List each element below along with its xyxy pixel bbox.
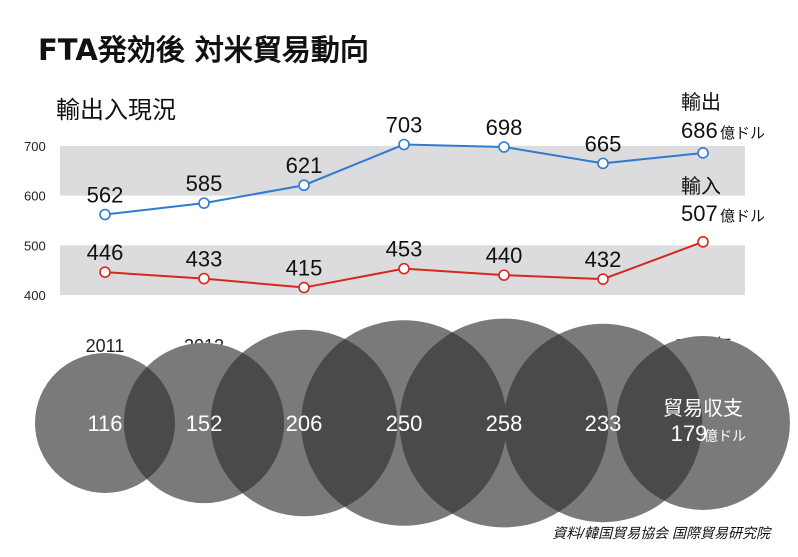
data-label: 440 [486, 243, 523, 268]
balance-label: 250 [386, 411, 423, 436]
balance-last-title: 貿易収支 [663, 397, 743, 420]
source-note: 資料/韓国貿易協会 国際貿易研究院 [552, 525, 772, 541]
balance-bubble-overlap [301, 329, 398, 517]
data-point [498, 269, 510, 281]
balance-bubble-overlap [616, 336, 703, 510]
data-label: 621 [286, 153, 323, 178]
series-end-value: 507 [681, 201, 718, 226]
x-tick-label: 2011 [86, 336, 125, 356]
data-point [198, 197, 210, 209]
series-end-name: 輸出 [681, 91, 721, 114]
y-tick-label: 400 [24, 288, 46, 303]
series-lines: 562 585 621 703 698 665 446 433 415 453 440 432 [87, 113, 709, 294]
y-tick-label: 500 [24, 238, 46, 253]
data-label: 446 [87, 240, 124, 265]
data-point [398, 138, 410, 151]
balance-label: 258 [486, 411, 523, 436]
data-label: 562 [87, 183, 124, 208]
data-label: 665 [585, 131, 622, 156]
balance-label: 233 [585, 411, 622, 436]
balance-bubble-overlap [210, 342, 285, 504]
data-point [298, 281, 310, 294]
data-point [597, 157, 609, 170]
data-point [597, 273, 609, 285]
balance-label: 206 [286, 411, 323, 436]
data-label: 703 [386, 113, 423, 138]
series-end-value: 686 [681, 118, 718, 143]
balance-label: 116 [87, 411, 122, 436]
data-point [198, 272, 210, 285]
balance-label: 152 [186, 411, 223, 436]
grid-band-0 [60, 146, 745, 196]
chart-title: FTA発効後 対米貿易動向 [38, 33, 369, 67]
data-point [498, 141, 510, 153]
data-label: 453 [386, 237, 423, 262]
data-point [697, 147, 709, 159]
series-end-unit: 億ドル [720, 208, 765, 225]
data-label: 415 [286, 256, 323, 281]
data-point [99, 266, 111, 278]
series-end-name: 輸入 [681, 175, 721, 198]
data-point [398, 262, 410, 275]
y-axis: 400 500 600 700 [24, 139, 46, 303]
balance-last-unit: 億ドル [704, 428, 746, 444]
data-label: 585 [186, 171, 223, 196]
data-label: 433 [186, 247, 223, 272]
chart-subtitle: 輸出入現況 [56, 96, 176, 124]
data-point [99, 208, 111, 221]
data-point [298, 179, 310, 192]
data-label: 698 [486, 115, 523, 140]
data-label: 432 [585, 247, 622, 272]
data-point [697, 236, 709, 248]
y-tick-label: 600 [24, 189, 46, 204]
balance-label: 179 [671, 421, 708, 446]
y-tick-label: 700 [24, 139, 46, 154]
balance-bubble-overlap [503, 323, 609, 523]
series-end-unit: 億ドル [720, 125, 765, 142]
